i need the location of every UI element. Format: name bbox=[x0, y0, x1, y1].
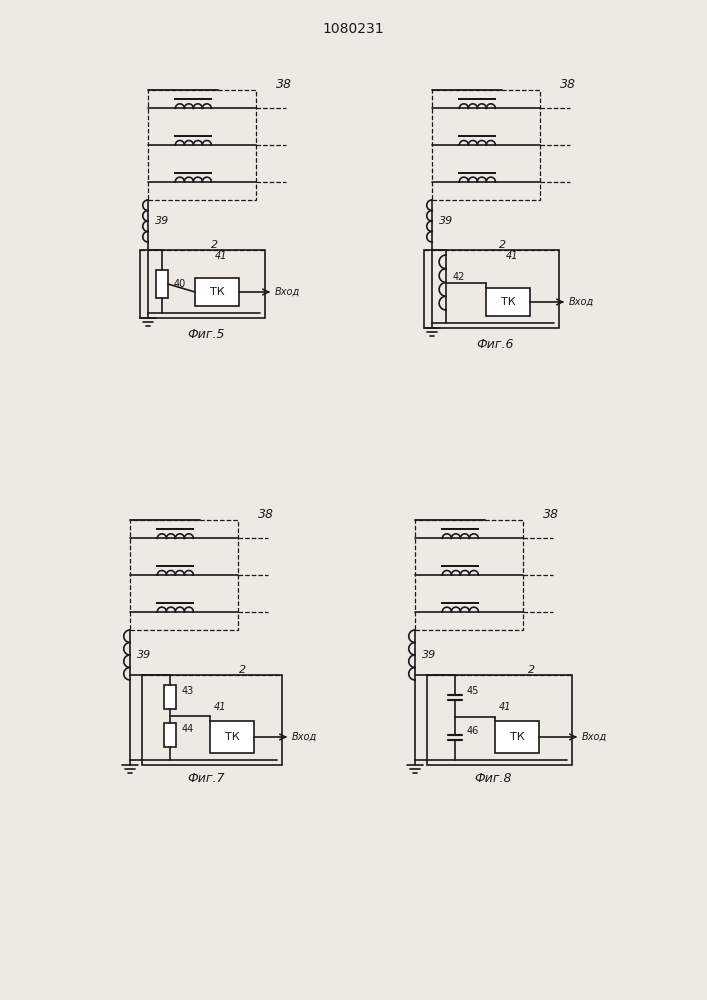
Bar bbox=[164, 723, 176, 747]
Text: 38: 38 bbox=[560, 79, 576, 92]
Text: 39: 39 bbox=[137, 650, 151, 660]
Text: 38: 38 bbox=[258, 508, 274, 522]
Text: 2: 2 bbox=[528, 665, 535, 675]
Bar bbox=[140, 250, 265, 318]
Text: ТК: ТК bbox=[510, 732, 525, 742]
Bar bbox=[195, 278, 239, 306]
Text: 39: 39 bbox=[155, 216, 169, 226]
Text: Вход: Вход bbox=[581, 732, 607, 742]
Text: 43: 43 bbox=[182, 686, 194, 696]
Text: Фиг.5: Фиг.5 bbox=[188, 328, 226, 340]
Text: 41: 41 bbox=[214, 702, 226, 712]
Text: 2: 2 bbox=[211, 240, 218, 250]
Bar bbox=[130, 520, 238, 630]
Text: Фиг.6: Фиг.6 bbox=[477, 338, 514, 351]
Bar bbox=[415, 520, 523, 630]
Text: 38: 38 bbox=[543, 508, 559, 522]
Bar bbox=[148, 90, 256, 200]
Bar bbox=[142, 675, 282, 765]
Text: 46: 46 bbox=[467, 726, 479, 736]
Text: ТК: ТК bbox=[210, 287, 224, 297]
Text: 39: 39 bbox=[439, 216, 453, 226]
Text: 39: 39 bbox=[422, 650, 436, 660]
Text: 44: 44 bbox=[182, 724, 194, 734]
Text: Фиг.8: Фиг.8 bbox=[474, 772, 513, 786]
Text: 41: 41 bbox=[498, 702, 511, 712]
Bar bbox=[164, 685, 176, 709]
Bar bbox=[486, 288, 530, 316]
Bar bbox=[424, 250, 559, 328]
Text: Вход: Вход bbox=[291, 732, 317, 742]
Text: ТК: ТК bbox=[501, 297, 515, 307]
Text: 2: 2 bbox=[239, 665, 246, 675]
Text: 41: 41 bbox=[215, 251, 228, 261]
Text: Вход: Вход bbox=[274, 287, 300, 297]
Text: 1080231: 1080231 bbox=[322, 22, 385, 36]
Bar bbox=[210, 721, 254, 753]
Text: ТК: ТК bbox=[225, 732, 239, 742]
Bar bbox=[156, 270, 168, 298]
Bar bbox=[495, 721, 539, 753]
Text: 42: 42 bbox=[453, 272, 465, 282]
Text: 2: 2 bbox=[498, 240, 506, 250]
Text: Фиг.7: Фиг.7 bbox=[187, 772, 225, 786]
Text: 38: 38 bbox=[276, 79, 292, 92]
Text: 45: 45 bbox=[467, 686, 479, 696]
Bar bbox=[432, 90, 540, 200]
Text: 40: 40 bbox=[174, 279, 186, 289]
Text: 41: 41 bbox=[506, 251, 519, 261]
Bar bbox=[427, 675, 572, 765]
Text: Вход: Вход bbox=[568, 297, 594, 307]
